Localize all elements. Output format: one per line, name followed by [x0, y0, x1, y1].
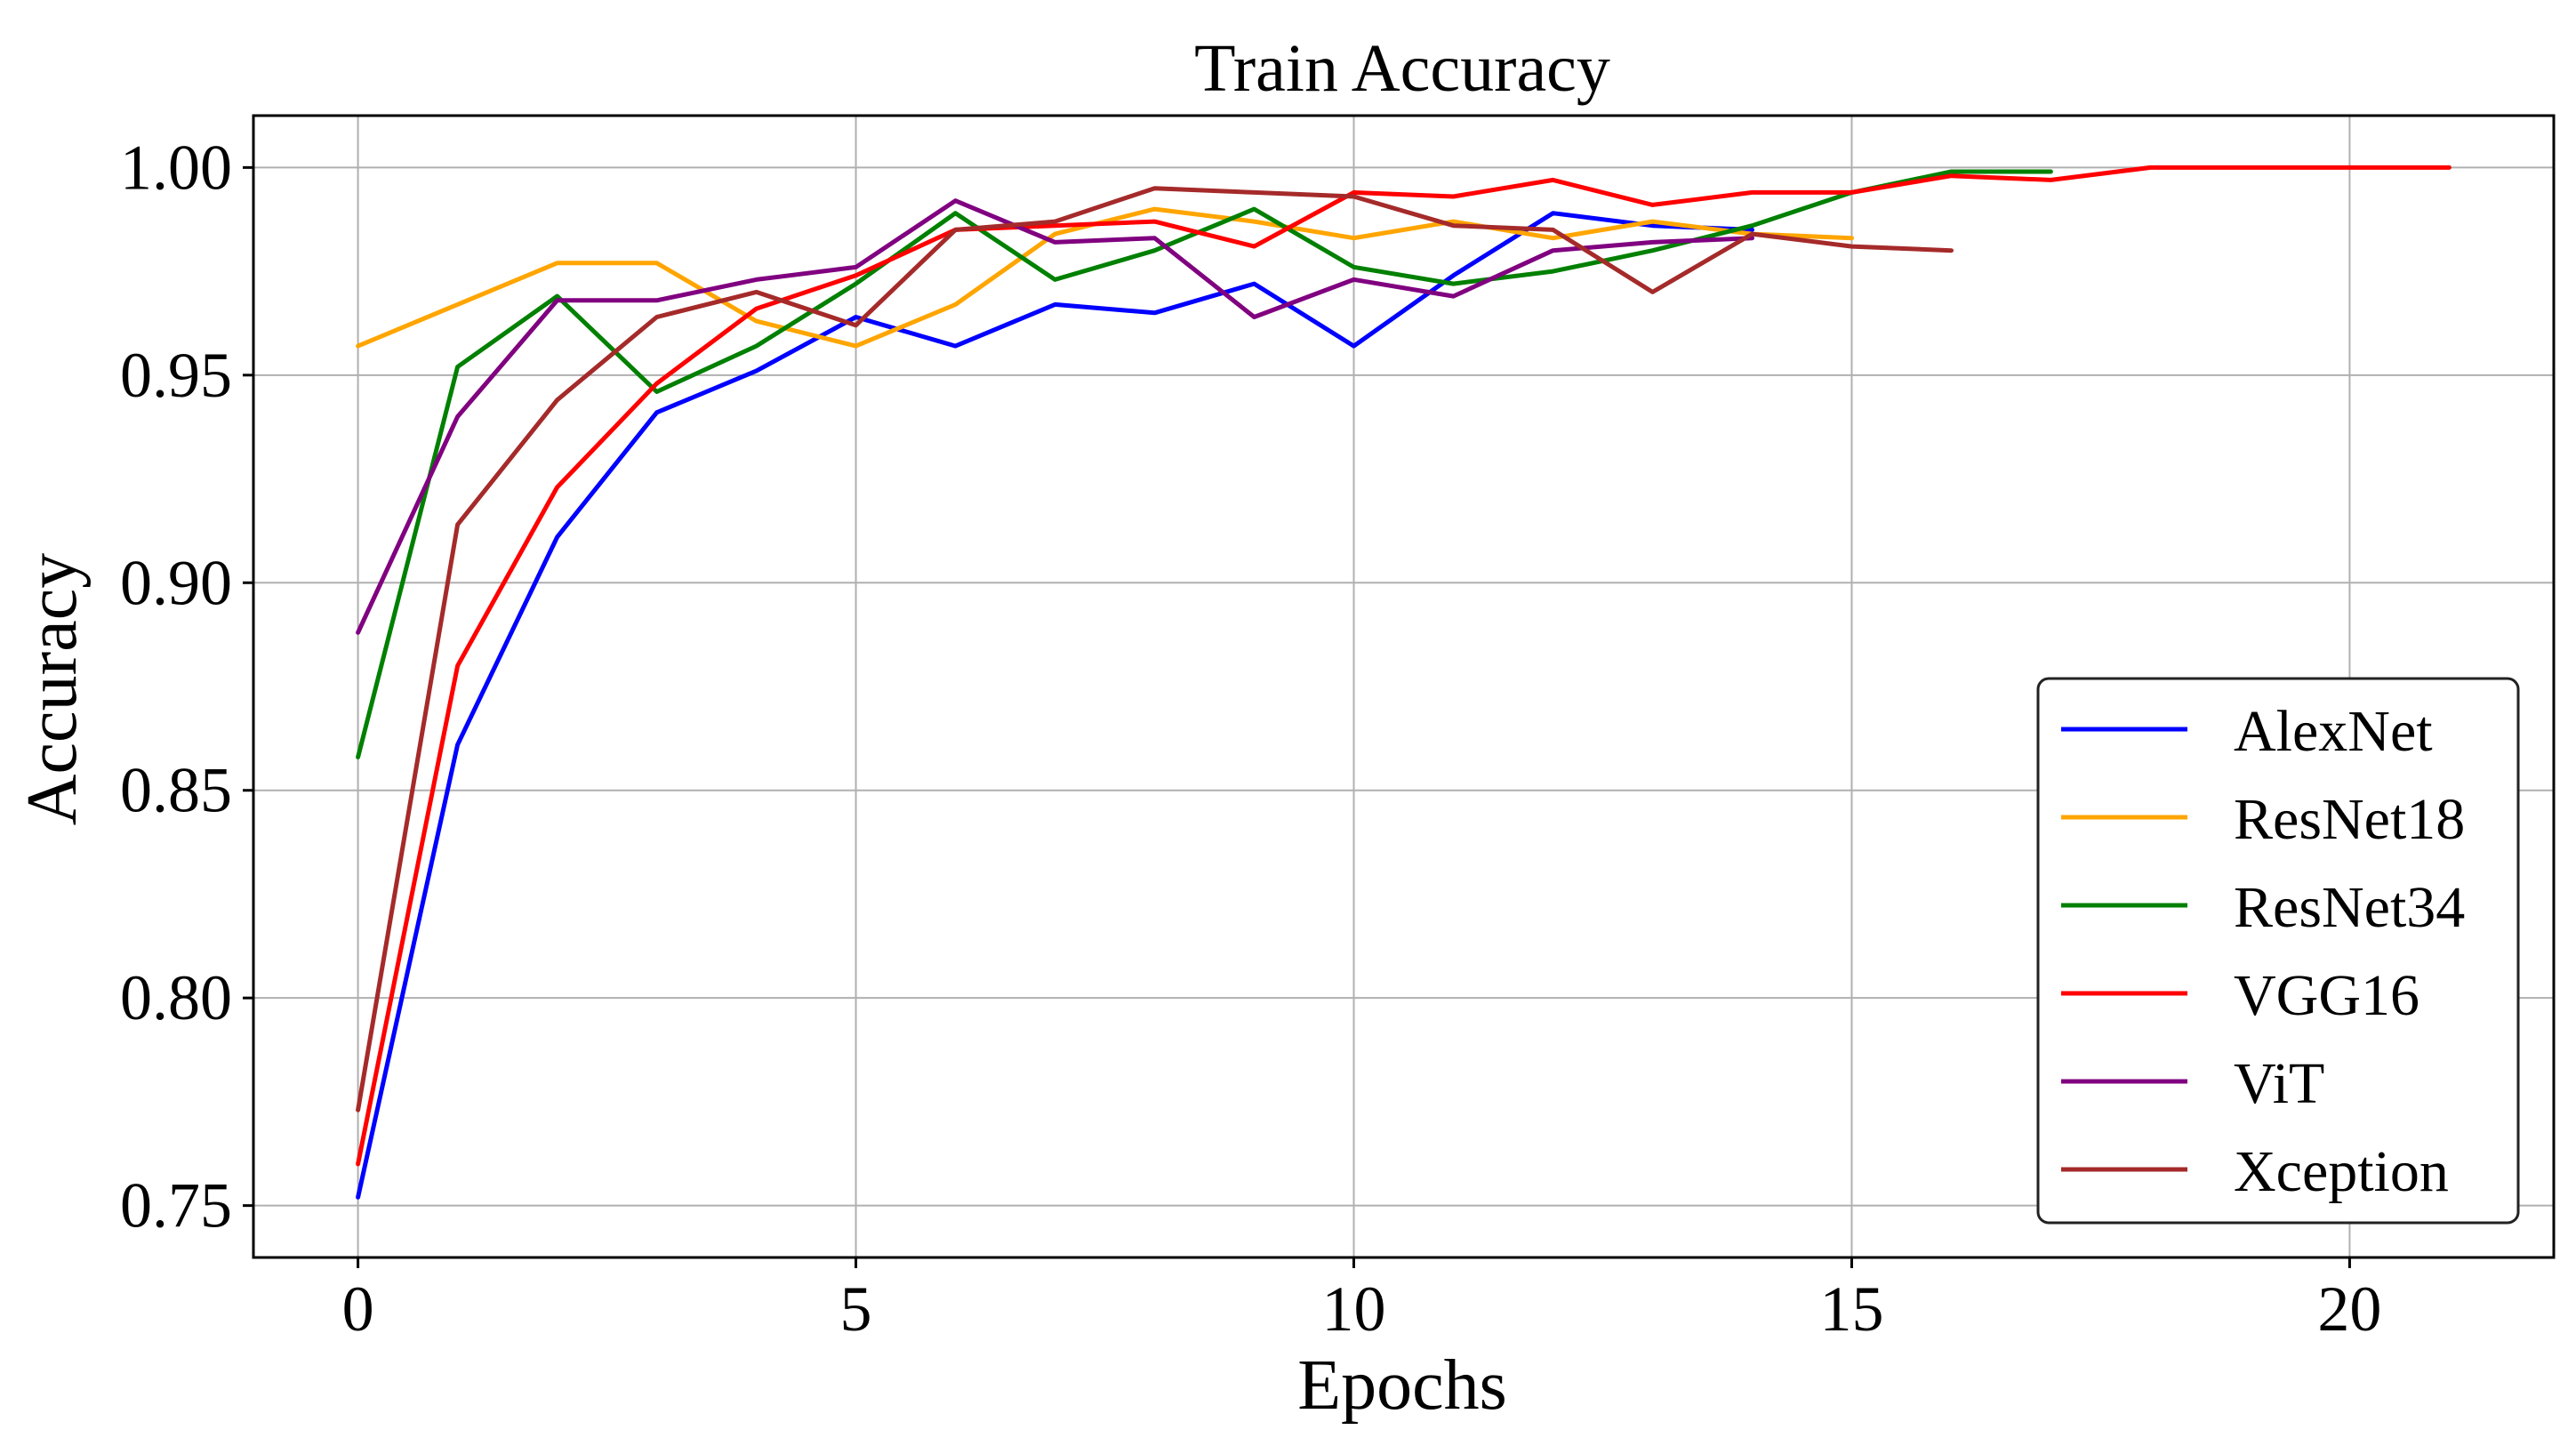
y-tick-label: 0.90: [120, 547, 232, 618]
legend-label-vit: ViT: [2234, 1051, 2324, 1116]
series-line-vit: [356, 198, 1754, 635]
y-tick-label: 0.95: [120, 340, 232, 411]
legend-label-vgg16: VGG16: [2234, 963, 2420, 1028]
x-tick-label: 20: [2317, 1273, 2381, 1345]
series-layer: [356, 165, 2452, 1200]
ticks: [243, 165, 2351, 1268]
legend-label-xception: Xception: [2234, 1139, 2449, 1204]
y-tick-label: 1.00: [120, 132, 232, 203]
series-line-xception: [356, 186, 1954, 1113]
axes-frame: [252, 114, 2556, 1259]
x-tick-label: 15: [1819, 1273, 1883, 1345]
x-tick-label: 5: [840, 1273, 872, 1345]
x-tick-label: 10: [1322, 1273, 1386, 1345]
legend-label-resnet18: ResNet18: [2234, 787, 2465, 852]
y-tick-label: 0.85: [120, 755, 232, 826]
chart-title: Train Accuracy: [1194, 31, 1610, 106]
y-tick-label: 0.80: [120, 962, 232, 1033]
tick-labels: 0 5 10 15 20 0.75 0.80 0.85 0.90 0.95 1.00: [120, 132, 2381, 1345]
series-line-resnet34: [356, 169, 2053, 759]
legend-items: AlexNet ResNet18 ResNet34 VGG16 ViT Xception: [2061, 699, 2465, 1204]
legend: AlexNet ResNet18 ResNet34 VGG16 ViT Xception: [2036, 677, 2520, 1225]
legend-box: [2036, 677, 2520, 1225]
x-tick-label: 0: [342, 1273, 374, 1345]
x-axis-label: Epochs: [1297, 1346, 1507, 1425]
legend-label-resnet34: ResNet34: [2234, 875, 2465, 940]
series-line-vgg16: [356, 165, 2452, 1167]
y-axis-label: Accuracy: [13, 553, 92, 825]
legend-label-alexnet: AlexNet: [2234, 699, 2433, 764]
y-tick-label: 0.75: [120, 1170, 232, 1241]
